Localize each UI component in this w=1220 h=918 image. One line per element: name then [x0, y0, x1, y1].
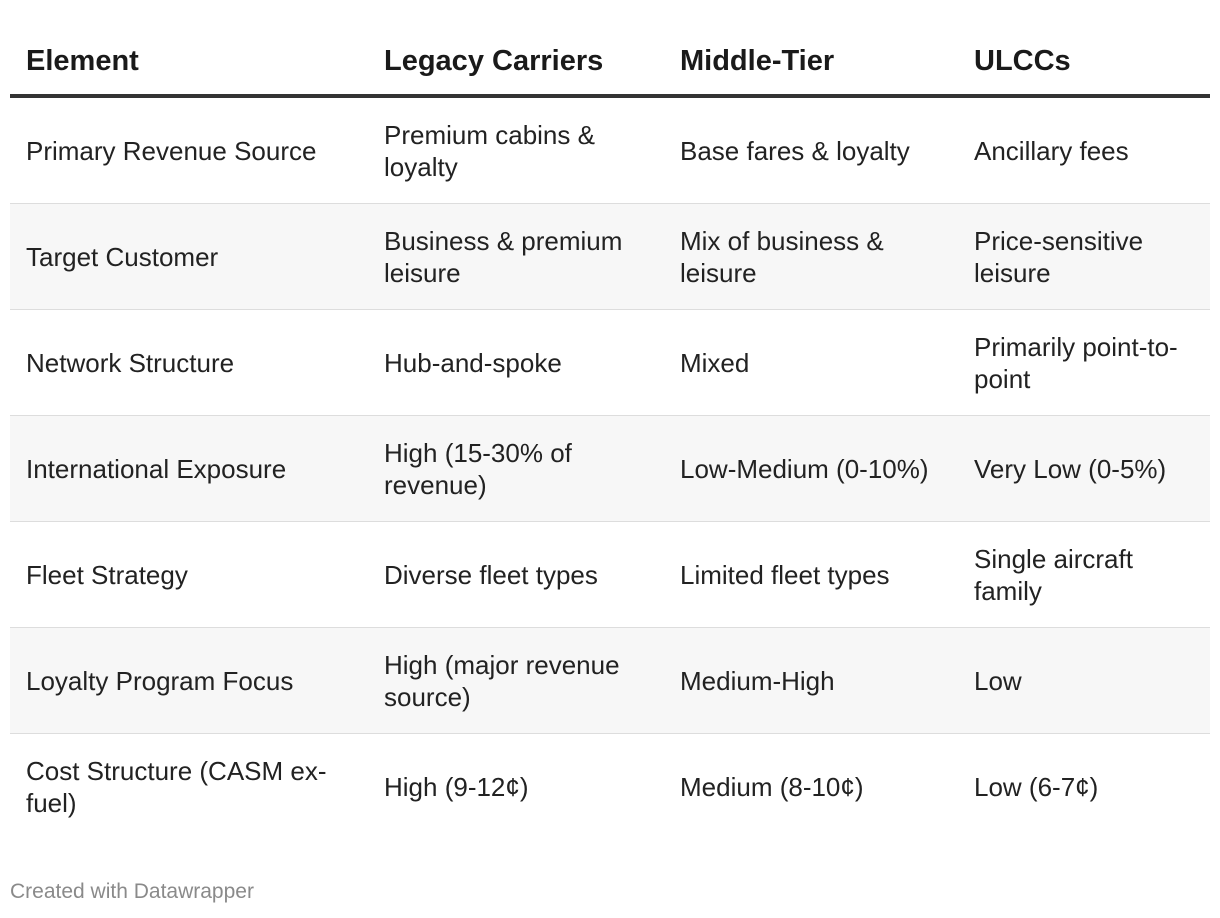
- table-row: Cost Structure (CASM ex-fuel) High (9-12…: [10, 734, 1210, 840]
- table-cell: High (9-12¢): [384, 771, 529, 802]
- table-cell: Medium-High: [664, 627, 958, 734]
- table-cell: Network Structure: [10, 309, 368, 416]
- comparison-table: Element Legacy Carriers Middle-Tier ULCC…: [10, 30, 1210, 839]
- table-cell: Low (6-7¢): [974, 771, 1099, 802]
- table-cell: Diverse fleet types: [368, 521, 664, 628]
- column-header-middle-tier: Middle-Tier: [664, 30, 958, 98]
- table-cell: Business & premium leisure: [368, 203, 664, 310]
- header-row: Element Legacy Carriers Middle-Tier ULCC…: [10, 30, 1210, 98]
- table-cell: Medium (8-10¢): [680, 771, 864, 802]
- column-header-ulccs: ULCCs: [958, 30, 1210, 98]
- table-cell: Premium cabins & loyalty: [368, 96, 664, 204]
- table-cell: Fleet Strategy: [10, 521, 368, 628]
- table-cell: Primarily point-to-point: [958, 309, 1210, 416]
- table-body: Primary Revenue Source Premium cabins & …: [10, 96, 1210, 839]
- table-cell: Target Customer: [10, 203, 368, 310]
- table-row: Fleet Strategy Diverse fleet types Limit…: [10, 521, 1210, 628]
- table-row: Target Customer Business & premium leisu…: [10, 203, 1210, 310]
- table-cell: Limited fleet types: [664, 521, 958, 628]
- comparison-table-container: Element Legacy Carriers Middle-Tier ULCC…: [10, 30, 1210, 839]
- table-cell: Price-sensitive leisure: [958, 203, 1210, 310]
- column-header-legacy-carriers: Legacy Carriers: [368, 30, 664, 98]
- table-cell: Single aircraft family: [958, 521, 1210, 628]
- table-cell: Mix of business & leisure: [664, 203, 958, 310]
- table-cell: Very Low (0-5%): [958, 415, 1210, 522]
- table-cell: Base fares & loyalty: [664, 96, 958, 204]
- column-header-element: Element: [10, 30, 368, 98]
- table-row: Loyalty Program Focus High (major revenu…: [10, 627, 1210, 734]
- table-cell: Cost Structure (CASM ex-fuel): [26, 755, 327, 818]
- table-cell: Hub-and-spoke: [368, 309, 664, 416]
- datawrapper-credit: Created with Datawrapper: [10, 880, 254, 903]
- table-cell: High (major revenue source): [368, 627, 664, 734]
- table-cell: Low-Medium (0-10%): [664, 415, 958, 522]
- table-header: Element Legacy Carriers Middle-Tier ULCC…: [10, 30, 1210, 98]
- table-cell: Mixed: [664, 309, 958, 416]
- table-cell: High (15-30% of revenue): [368, 415, 664, 522]
- table-row: Network Structure Hub-and-spoke Mixed Pr…: [10, 309, 1210, 416]
- table-cell: Loyalty Program Focus: [10, 627, 368, 734]
- table-row: International Exposure High (15-30% of r…: [10, 415, 1210, 522]
- table-row: Primary Revenue Source Premium cabins & …: [10, 96, 1210, 204]
- table-cell: Low: [958, 627, 1210, 734]
- table-cell: Ancillary fees: [958, 96, 1210, 204]
- table-cell: International Exposure: [10, 415, 368, 522]
- table-cell: Primary Revenue Source: [10, 96, 368, 204]
